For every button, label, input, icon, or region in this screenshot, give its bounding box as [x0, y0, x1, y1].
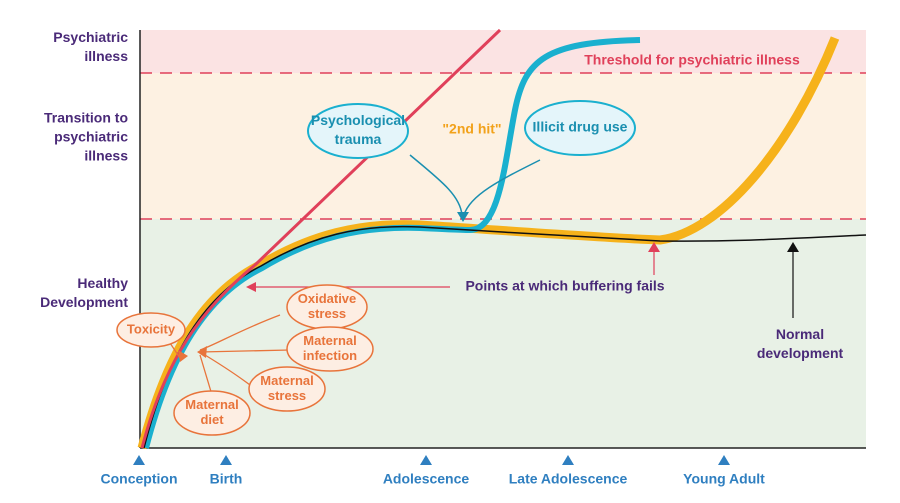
factor-label: infection [303, 348, 357, 363]
factor-label: Maternal [303, 333, 356, 348]
buffering-label: Points at which buffering fails [465, 278, 664, 294]
factor-label: Toxicity [127, 321, 176, 336]
factor-bubble [248, 366, 326, 412]
arrowhead [457, 212, 469, 222]
cause-bubble [524, 100, 636, 156]
factor-label: stress [268, 388, 306, 403]
stage-marker [133, 455, 145, 465]
arrowhead [178, 350, 188, 362]
stage-label: Conception [101, 471, 178, 487]
zone-label: Psychiatric [53, 29, 128, 45]
factor-label: stress [308, 306, 346, 321]
red-curve [140, 28, 502, 449]
arrowhead [246, 282, 256, 292]
zone-label: Transition to [44, 110, 128, 126]
factor-label: Maternal [260, 373, 313, 388]
stage-label: Adolescence [383, 471, 470, 487]
stage-marker [220, 455, 232, 465]
normal-label: development [757, 345, 844, 361]
arrowhead [787, 242, 799, 252]
cause-label: Psychological [311, 112, 405, 128]
stage-marker [718, 455, 730, 465]
stage-label: Birth [210, 471, 243, 487]
factor-label: Maternal [185, 397, 238, 412]
cause-label: Illicit drug use [533, 119, 628, 135]
zone-label: Development [40, 294, 128, 310]
factor-bubble [286, 326, 374, 372]
arrowhead [197, 346, 207, 358]
factor-pointers [167, 314, 291, 396]
stage-label: Young Adult [683, 471, 765, 487]
zone-label: illness [84, 48, 128, 64]
zone-label: psychiatric [54, 129, 128, 145]
factor-label: Oxidative [298, 291, 357, 306]
hit-pointer [409, 154, 541, 216]
factor-bubble [116, 312, 186, 348]
threshold-label: Threshold for psychiatric illness [584, 52, 800, 68]
transition-band [140, 73, 866, 219]
normal-label: Normal [776, 326, 824, 342]
factor-bubble [173, 390, 251, 436]
stage-label: Late Adolescence [509, 471, 628, 487]
factor-label: diet [200, 412, 224, 427]
illness-band [140, 30, 866, 73]
zone-label: Healthy [77, 275, 128, 291]
cause-bubble [307, 103, 409, 159]
normal-curve [143, 225, 867, 449]
arrowhead [648, 242, 660, 252]
second-hit-label: "2nd hit" [442, 121, 501, 137]
stage-marker [562, 455, 574, 465]
cause-label: trauma [335, 131, 382, 147]
stage-marker [420, 455, 432, 465]
zone-label: illness [84, 148, 128, 164]
